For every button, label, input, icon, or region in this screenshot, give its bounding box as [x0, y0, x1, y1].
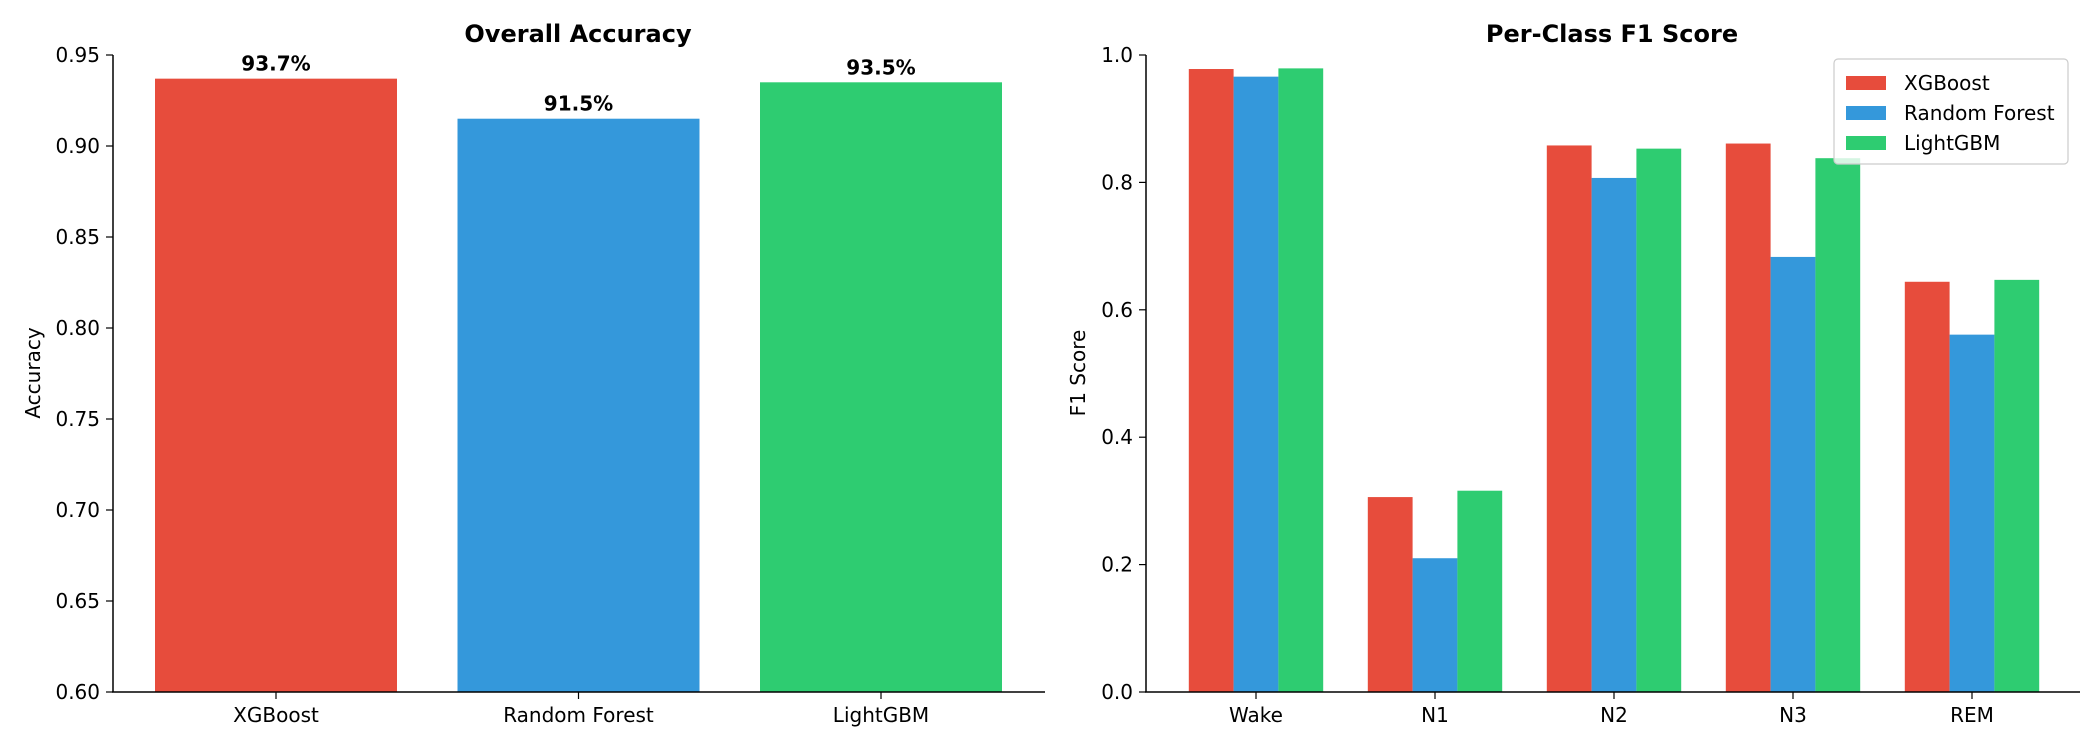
bar-xgboost: [155, 78, 397, 692]
bar-lightgbm-n2: [1636, 148, 1682, 692]
y-tick-label: 0.85: [55, 225, 100, 249]
y-tick-label: 0.0: [1101, 680, 1133, 704]
bar-lightgbm-n3: [1815, 158, 1861, 693]
bar-random-forest-rem: [1949, 334, 1995, 692]
bar-xgboost-n3: [1725, 143, 1771, 693]
value-label-xgboost: 93.7%: [241, 52, 310, 76]
bar-lightgbm-n1: [1457, 490, 1503, 692]
y-tick-label: 0.75: [55, 407, 100, 431]
accuracy-y-axis-label: Accuracy: [21, 327, 45, 418]
y-tick-label: 0.2: [1101, 553, 1133, 577]
accuracy-y-ticks: 0.60 0.65 0.70 0.75 0.80 0.85 0.90 0.95: [55, 43, 113, 704]
bar-random-forest-wake: [1233, 76, 1279, 692]
bar-xgboost-wake: [1188, 69, 1234, 693]
x-tick-label-n2: N2: [1600, 703, 1628, 727]
bar-random-forest-n1: [1412, 558, 1458, 692]
f1-x-ticks: Wake N1 N2 N3 REM: [1229, 692, 1994, 727]
y-tick-label: 0.8: [1101, 170, 1133, 194]
f1-y-ticks: 0.0 0.2 0.4 0.6 0.8 1.0: [1101, 43, 1146, 704]
y-tick-label: 0.70: [55, 498, 100, 522]
legend-swatch-random-forest: [1846, 106, 1886, 120]
y-tick-label: 0.90: [55, 134, 100, 158]
legend-label-xgboost: XGBoost: [1904, 71, 1990, 95]
accuracy-x-ticks: XGBoost Random Forest LightGBM: [233, 692, 929, 727]
x-tick-label-lightgbm: LightGBM: [833, 703, 929, 727]
bar-random-forest-n2: [1591, 177, 1637, 693]
f1-legend: XGBoost Random Forest LightGBM: [1833, 58, 2069, 165]
y-tick-label: 0.80: [55, 316, 100, 340]
accuracy-bars: [155, 78, 1002, 693]
x-tick-label-rem: REM: [1950, 703, 1994, 727]
y-tick-label: 0.95: [55, 43, 100, 67]
bar-lightgbm: [760, 82, 1002, 693]
y-tick-label: 1.0: [1101, 43, 1133, 67]
bar-xgboost-n2: [1546, 145, 1592, 693]
legend-label-lightgbm: LightGBM: [1904, 131, 2000, 155]
legend-frame: [1833, 58, 2069, 165]
f1-chart: Per-Class F1 Score F1 Score 0.0 0.2 0.4 0.6…: [1066, 20, 2080, 727]
value-label-lightgbm: 93.5%: [846, 55, 915, 79]
bar-lightgbm-rem: [1994, 279, 2040, 692]
f1-y-axis-label: F1 Score: [1066, 330, 1090, 417]
bar-xgboost-rem: [1904, 281, 1950, 692]
accuracy-chart: Overall Accuracy Accuracy 93.7% 91.5% 93.5…: [21, 20, 1045, 727]
x-tick-label-n3: N3: [1779, 703, 1807, 727]
accuracy-value-labels: 93.7% 91.5% 93.5%: [241, 52, 915, 116]
bar-random-forest-n3: [1770, 256, 1816, 692]
legend-swatch-lightgbm: [1846, 136, 1886, 150]
legend-swatch-xgboost: [1846, 76, 1886, 90]
y-tick-label: 0.65: [55, 589, 100, 613]
accuracy-chart-title: Overall Accuracy: [464, 20, 692, 48]
bar-lightgbm-wake: [1278, 68, 1324, 692]
legend-label-random-forest: Random Forest: [1904, 101, 2055, 125]
y-tick-label: 0.6: [1101, 298, 1133, 322]
f1-bars: [1188, 68, 2040, 693]
x-tick-label-random-forest: Random Forest: [503, 703, 654, 727]
y-tick-label: 0.4: [1101, 425, 1133, 449]
bar-xgboost-n1: [1367, 497, 1413, 692]
value-label-random-forest: 91.5%: [544, 92, 613, 116]
f1-chart-title: Per-Class F1 Score: [1486, 20, 1738, 48]
x-tick-label-xgboost: XGBoost: [233, 703, 319, 727]
x-tick-label-wake: Wake: [1229, 703, 1283, 727]
bar-random-forest: [457, 118, 700, 692]
y-tick-label: 0.60: [55, 680, 100, 704]
x-tick-label-n1: N1: [1421, 703, 1449, 727]
